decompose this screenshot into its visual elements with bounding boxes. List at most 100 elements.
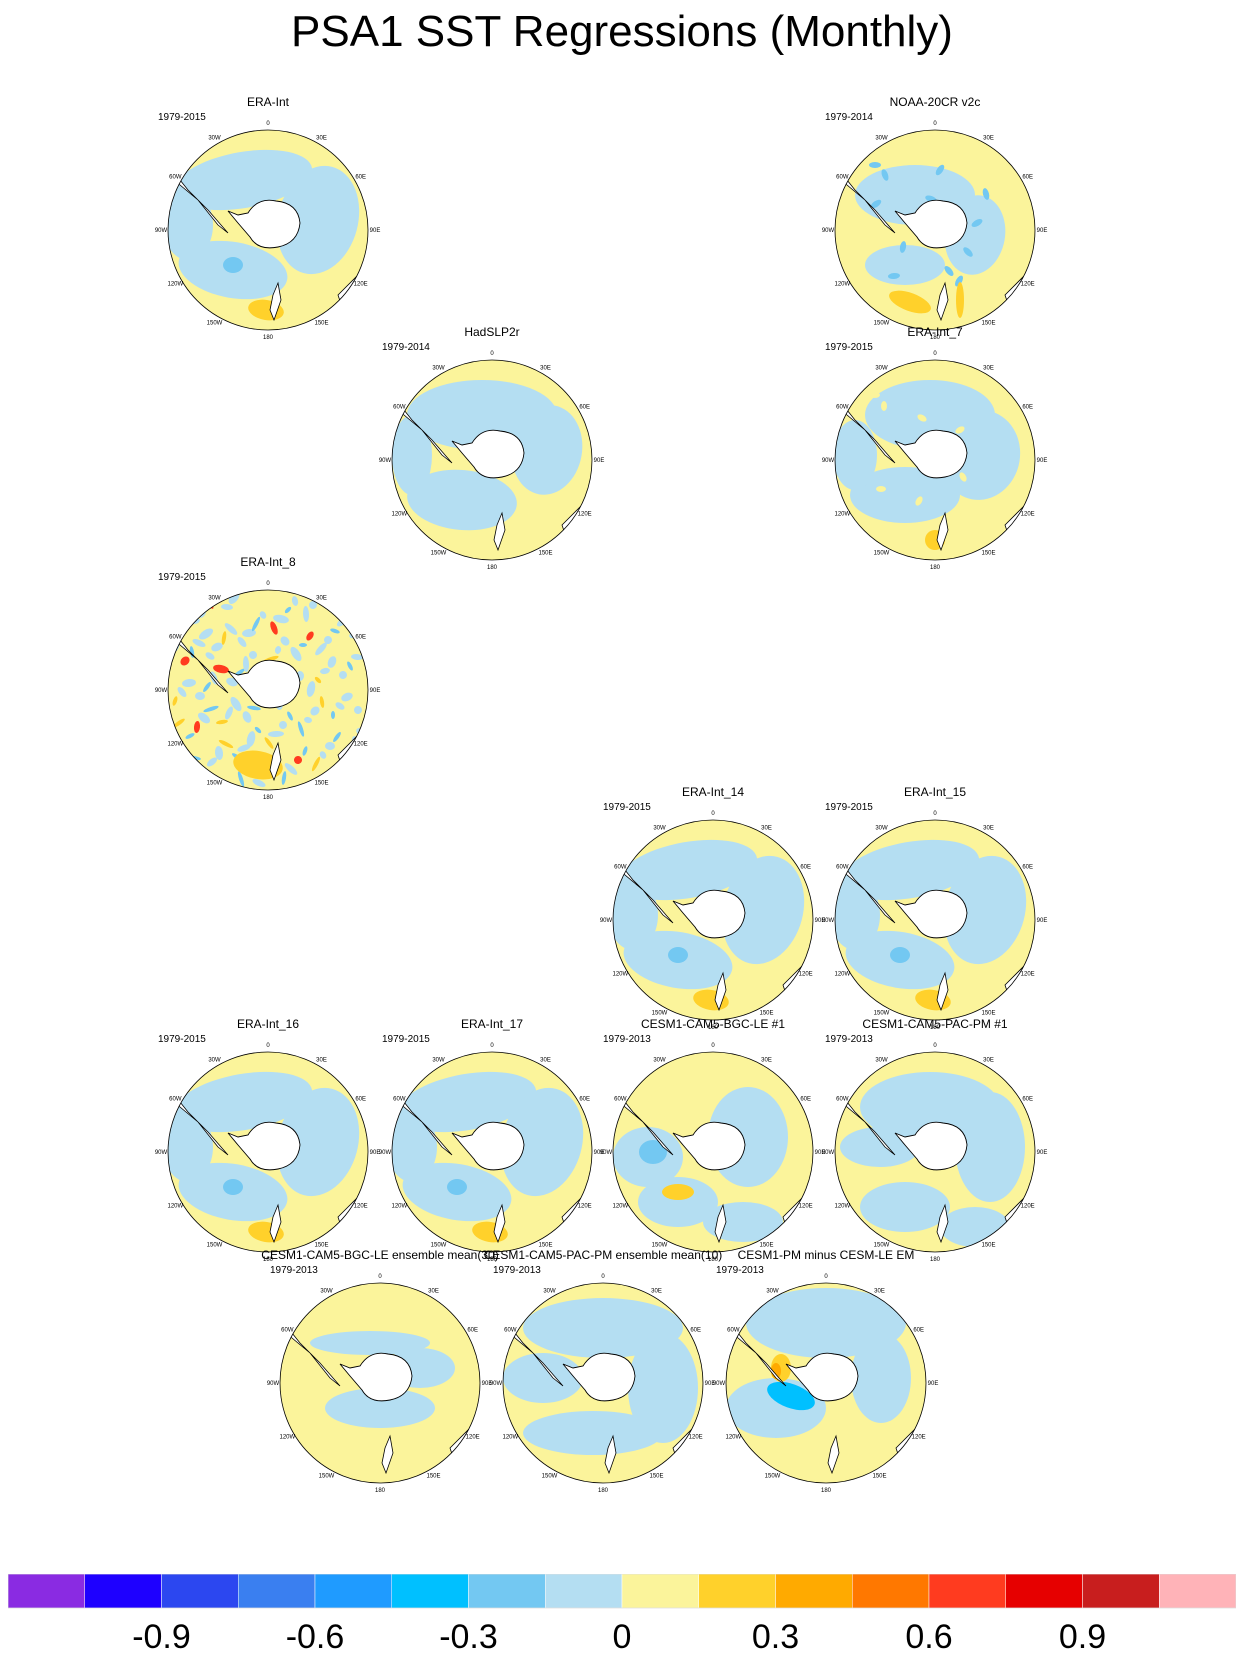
new-zealand-land xyxy=(936,511,949,552)
longitude-label: 180 xyxy=(930,565,941,571)
longitude-label: 90E xyxy=(1037,918,1048,924)
longitude-label: 120E xyxy=(689,1435,703,1441)
longitude-label: 90E xyxy=(370,1150,381,1156)
longitude-label: 120W xyxy=(391,1204,407,1210)
longitude-label: 90E xyxy=(1037,458,1048,464)
longitude-label: 150W xyxy=(874,1243,890,1249)
colorbar-swatch xyxy=(161,1574,239,1609)
colorbar-swatch xyxy=(8,1574,85,1609)
panel-years: 1979-2013 xyxy=(270,1265,318,1276)
longitude-label: 90W xyxy=(379,1150,392,1156)
longitude-label: 90W xyxy=(155,688,168,694)
longitude-label: 60W xyxy=(836,175,849,181)
map-boundary xyxy=(167,589,369,791)
longitude-label: 60W xyxy=(281,1328,294,1334)
longitude-label: 30W xyxy=(432,1057,445,1063)
new-zealand-land xyxy=(936,1203,949,1244)
map-panel: CESM1-CAM5-BGC-LE ensemble mean(30) 1979-… xyxy=(260,1248,500,1494)
longitude-label: 120E xyxy=(1021,512,1035,518)
new-zealand-land xyxy=(714,1203,727,1244)
longitude-label: 150E xyxy=(426,1474,440,1480)
longitude-label: 90E xyxy=(1037,228,1048,234)
antarctica-land xyxy=(451,1121,525,1171)
panel-years: 1979-2013 xyxy=(493,1265,541,1276)
longitude-label: 30W xyxy=(320,1288,333,1294)
map-panel: CESM1-CAM5-PAC-PM #1 1979-2013 0 30E 60E 90E 1… xyxy=(815,1017,1055,1263)
longitude-label: 30W xyxy=(875,1057,888,1063)
longitude-label: 60E xyxy=(579,405,590,411)
new-zealand-land xyxy=(493,511,506,552)
colorbar-swatch xyxy=(698,1574,776,1609)
map-boundary xyxy=(725,1282,927,1484)
panel-title: ERA-Int xyxy=(246,95,289,109)
longitude-label: 150W xyxy=(207,781,223,787)
longitude-label: 120E xyxy=(354,282,368,288)
longitude-label: 120W xyxy=(167,1204,183,1210)
longitude-label: 150W xyxy=(542,1474,558,1480)
longitude-label: 60W xyxy=(614,865,627,871)
longitude-label: 180 xyxy=(263,335,274,341)
map-panel: ERA-Int_7 1979-2015 0 30E 60E 90E 120E 150E 180 1… xyxy=(815,325,1055,571)
colorbar-swatch xyxy=(928,1574,1006,1609)
new-zealand-land xyxy=(936,281,949,322)
longitude-label: 60W xyxy=(836,405,849,411)
longitude-label: 60E xyxy=(1022,405,1033,411)
longitude-label: 90W xyxy=(600,1150,613,1156)
longitude-label: 0 xyxy=(933,1043,937,1049)
colorbar-tick-label: -0.3 xyxy=(439,1618,498,1656)
colorbar: -0.9 -0.6 -0.3 0 0.3 0.6 0.9 xyxy=(8,1574,1236,1656)
longitude-label: 120W xyxy=(612,1204,628,1210)
longitude-label: 120W xyxy=(167,742,183,748)
panel-years: 1979-2015 xyxy=(603,802,651,813)
colorbar-tick-label: 0.6 xyxy=(905,1618,952,1656)
panel-title: ERA-Int_7 xyxy=(907,325,963,339)
new-zealand-land xyxy=(936,971,949,1012)
map-boundary xyxy=(834,129,1036,331)
polar-sst-map: 0 30E 60E 90E 120E 150E 180 150W 120W 90W 60W 30W xyxy=(822,351,1048,571)
colorbar-tick-label: 0.3 xyxy=(752,1618,799,1656)
longitude-label: 0 xyxy=(933,121,937,127)
map-panel: ERA-Int 1979-2015 0 30E 60E 90E 120E 150E 180 150… xyxy=(148,95,388,341)
longitude-label: 120E xyxy=(578,1204,592,1210)
longitude-label: 60E xyxy=(1022,1097,1033,1103)
panel-title: HadSLP2r xyxy=(464,325,520,339)
longitude-label: 30W xyxy=(653,1057,666,1063)
longitude-label: 90E xyxy=(815,1150,826,1156)
panel-years: 1979-2015 xyxy=(825,802,873,813)
figure-title: PSA1 SST Regressions (Monthly) xyxy=(291,7,953,56)
longitude-label: 60W xyxy=(727,1328,740,1334)
map-boundary xyxy=(391,1051,593,1253)
colorbar-swatch xyxy=(238,1574,316,1609)
new-zealand-land xyxy=(269,1203,282,1244)
longitude-label: 180 xyxy=(708,1025,719,1031)
longitude-label: 120W xyxy=(834,282,850,288)
panel-years: 1979-2013 xyxy=(603,1034,651,1045)
longitude-label: 60E xyxy=(800,1097,811,1103)
map-panel: CESM1-CAM5-BGC-LE #1 1979-2013 0 30E 60E 90E 1… xyxy=(593,1017,833,1263)
map-panel: ERA-Int_8 1979-2015 0 30E 60E 90E 120E 150E 180 1… xyxy=(148,555,388,801)
longitude-label: 150E xyxy=(981,1011,995,1017)
longitude-label: 120E xyxy=(799,972,813,978)
longitude-label: 30E xyxy=(540,1057,551,1063)
longitude-label: 150E xyxy=(314,781,328,787)
longitude-label: 150W xyxy=(431,551,447,557)
longitude-label: 90E xyxy=(594,1150,605,1156)
longitude-label: 30E xyxy=(428,1288,439,1294)
map-panel: ERA-Int_16 1979-2015 0 30E 60E 90E 120E 150E 180… xyxy=(148,1017,388,1263)
polar-sst-map: 0 30E 60E 90E 120E 150E 180 150W 120W 90W 60W 30W xyxy=(490,1274,716,1494)
longitude-label: 120W xyxy=(834,1204,850,1210)
polar-sst-map: 0 30E 60E 90E 120E 150E 180 150W 120W 90W 60W 30W xyxy=(267,1274,493,1494)
longitude-label: 150W xyxy=(652,1011,668,1017)
longitude-label: 30W xyxy=(653,825,666,831)
polar-sst-map: 0 30E 60E 90E 120E 150E 180 150W 120W 90W 60W 30W xyxy=(822,811,1048,1031)
longitude-label: 60W xyxy=(169,175,182,181)
longitude-label: 150W xyxy=(874,321,890,327)
longitude-label: 30E xyxy=(316,595,327,601)
colorbar-swatch xyxy=(1005,1574,1083,1609)
antarctica-land xyxy=(894,429,968,479)
panel-title: ERA-Int_8 xyxy=(240,555,296,569)
longitude-label: 90E xyxy=(370,228,381,234)
colorbar-swatch xyxy=(1082,1574,1160,1609)
panel-years: 1979-2013 xyxy=(825,1034,873,1045)
polar-sst-map: 0 30E 60E 90E 120E 150E 180 150W 120W 90W 60W 30W xyxy=(155,121,381,341)
